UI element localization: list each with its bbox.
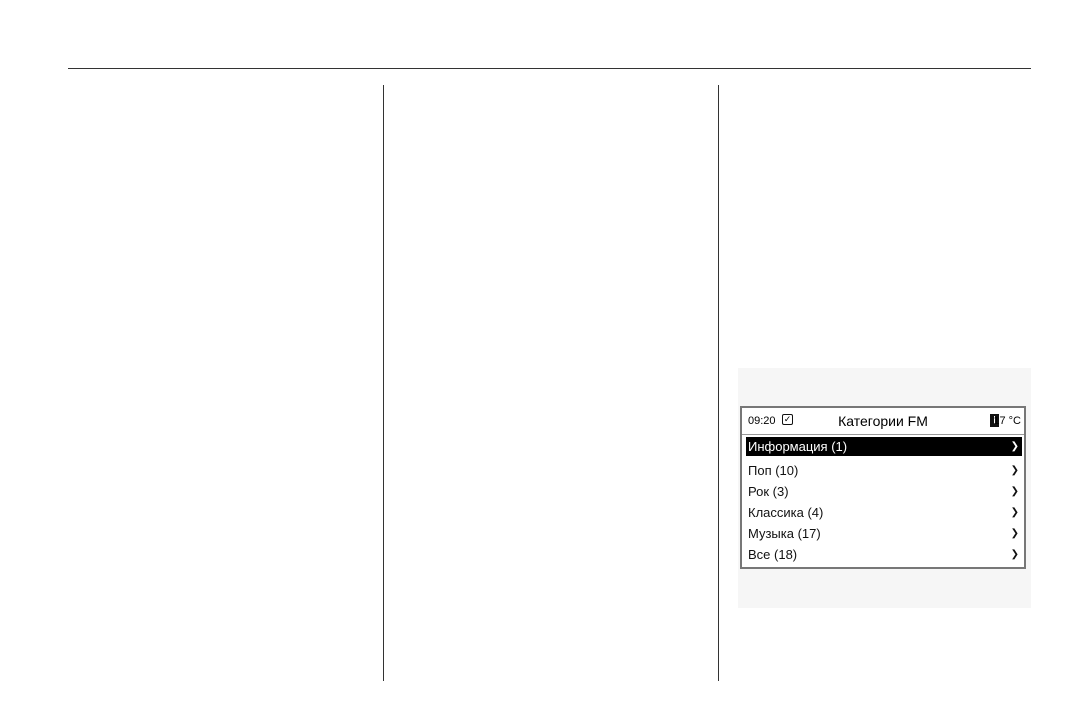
screen-title: Категории FM — [838, 413, 928, 429]
display-screen: 09:20 ✓ Категории FM 17 °C Информация (1… — [740, 406, 1026, 569]
column-divider — [383, 85, 384, 681]
clock-check-icon: ✓ — [782, 414, 793, 425]
display-figure: 09:20 ✓ Категории FM 17 °C Информация (1… — [738, 368, 1031, 608]
list-item-label: Информация (1) — [748, 439, 848, 454]
clock-time: 09:20 — [748, 415, 776, 427]
temperature: 17 °C — [993, 415, 1021, 427]
list-item-label: Поп (10) — [748, 463, 799, 478]
list-item-label: Классика (4) — [748, 505, 824, 520]
display-header: 09:20 ✓ Категории FM 17 °C — [742, 408, 1024, 435]
list-item-label: Рок (3) — [748, 484, 789, 499]
list-item[interactable]: Все (18) ❯ — [746, 545, 1022, 564]
list-item-label: Музыка (17) — [748, 526, 821, 541]
chevron-right-icon: ❯ — [1010, 465, 1019, 476]
chevron-right-icon: ❯ — [1010, 507, 1019, 518]
list-item[interactable]: Рок (3) ❯ — [746, 482, 1022, 501]
list-item[interactable]: Информация (1) ❯ — [746, 437, 1022, 456]
chevron-right-icon: ❯ — [1010, 486, 1019, 497]
column-divider — [718, 85, 719, 681]
thermometer-icon — [990, 414, 999, 427]
list-item[interactable]: Поп (10) ❯ — [746, 461, 1022, 480]
list-item-label: Все (18) — [748, 547, 798, 562]
chevron-right-icon: ❯ — [1010, 549, 1019, 560]
chevron-right-icon: ❯ — [1010, 441, 1019, 452]
chevron-right-icon: ❯ — [1010, 528, 1019, 539]
list-item[interactable]: Музыка (17) ❯ — [746, 524, 1022, 543]
list-item[interactable]: Классика (4) ❯ — [746, 503, 1022, 522]
header-rule — [68, 68, 1031, 69]
